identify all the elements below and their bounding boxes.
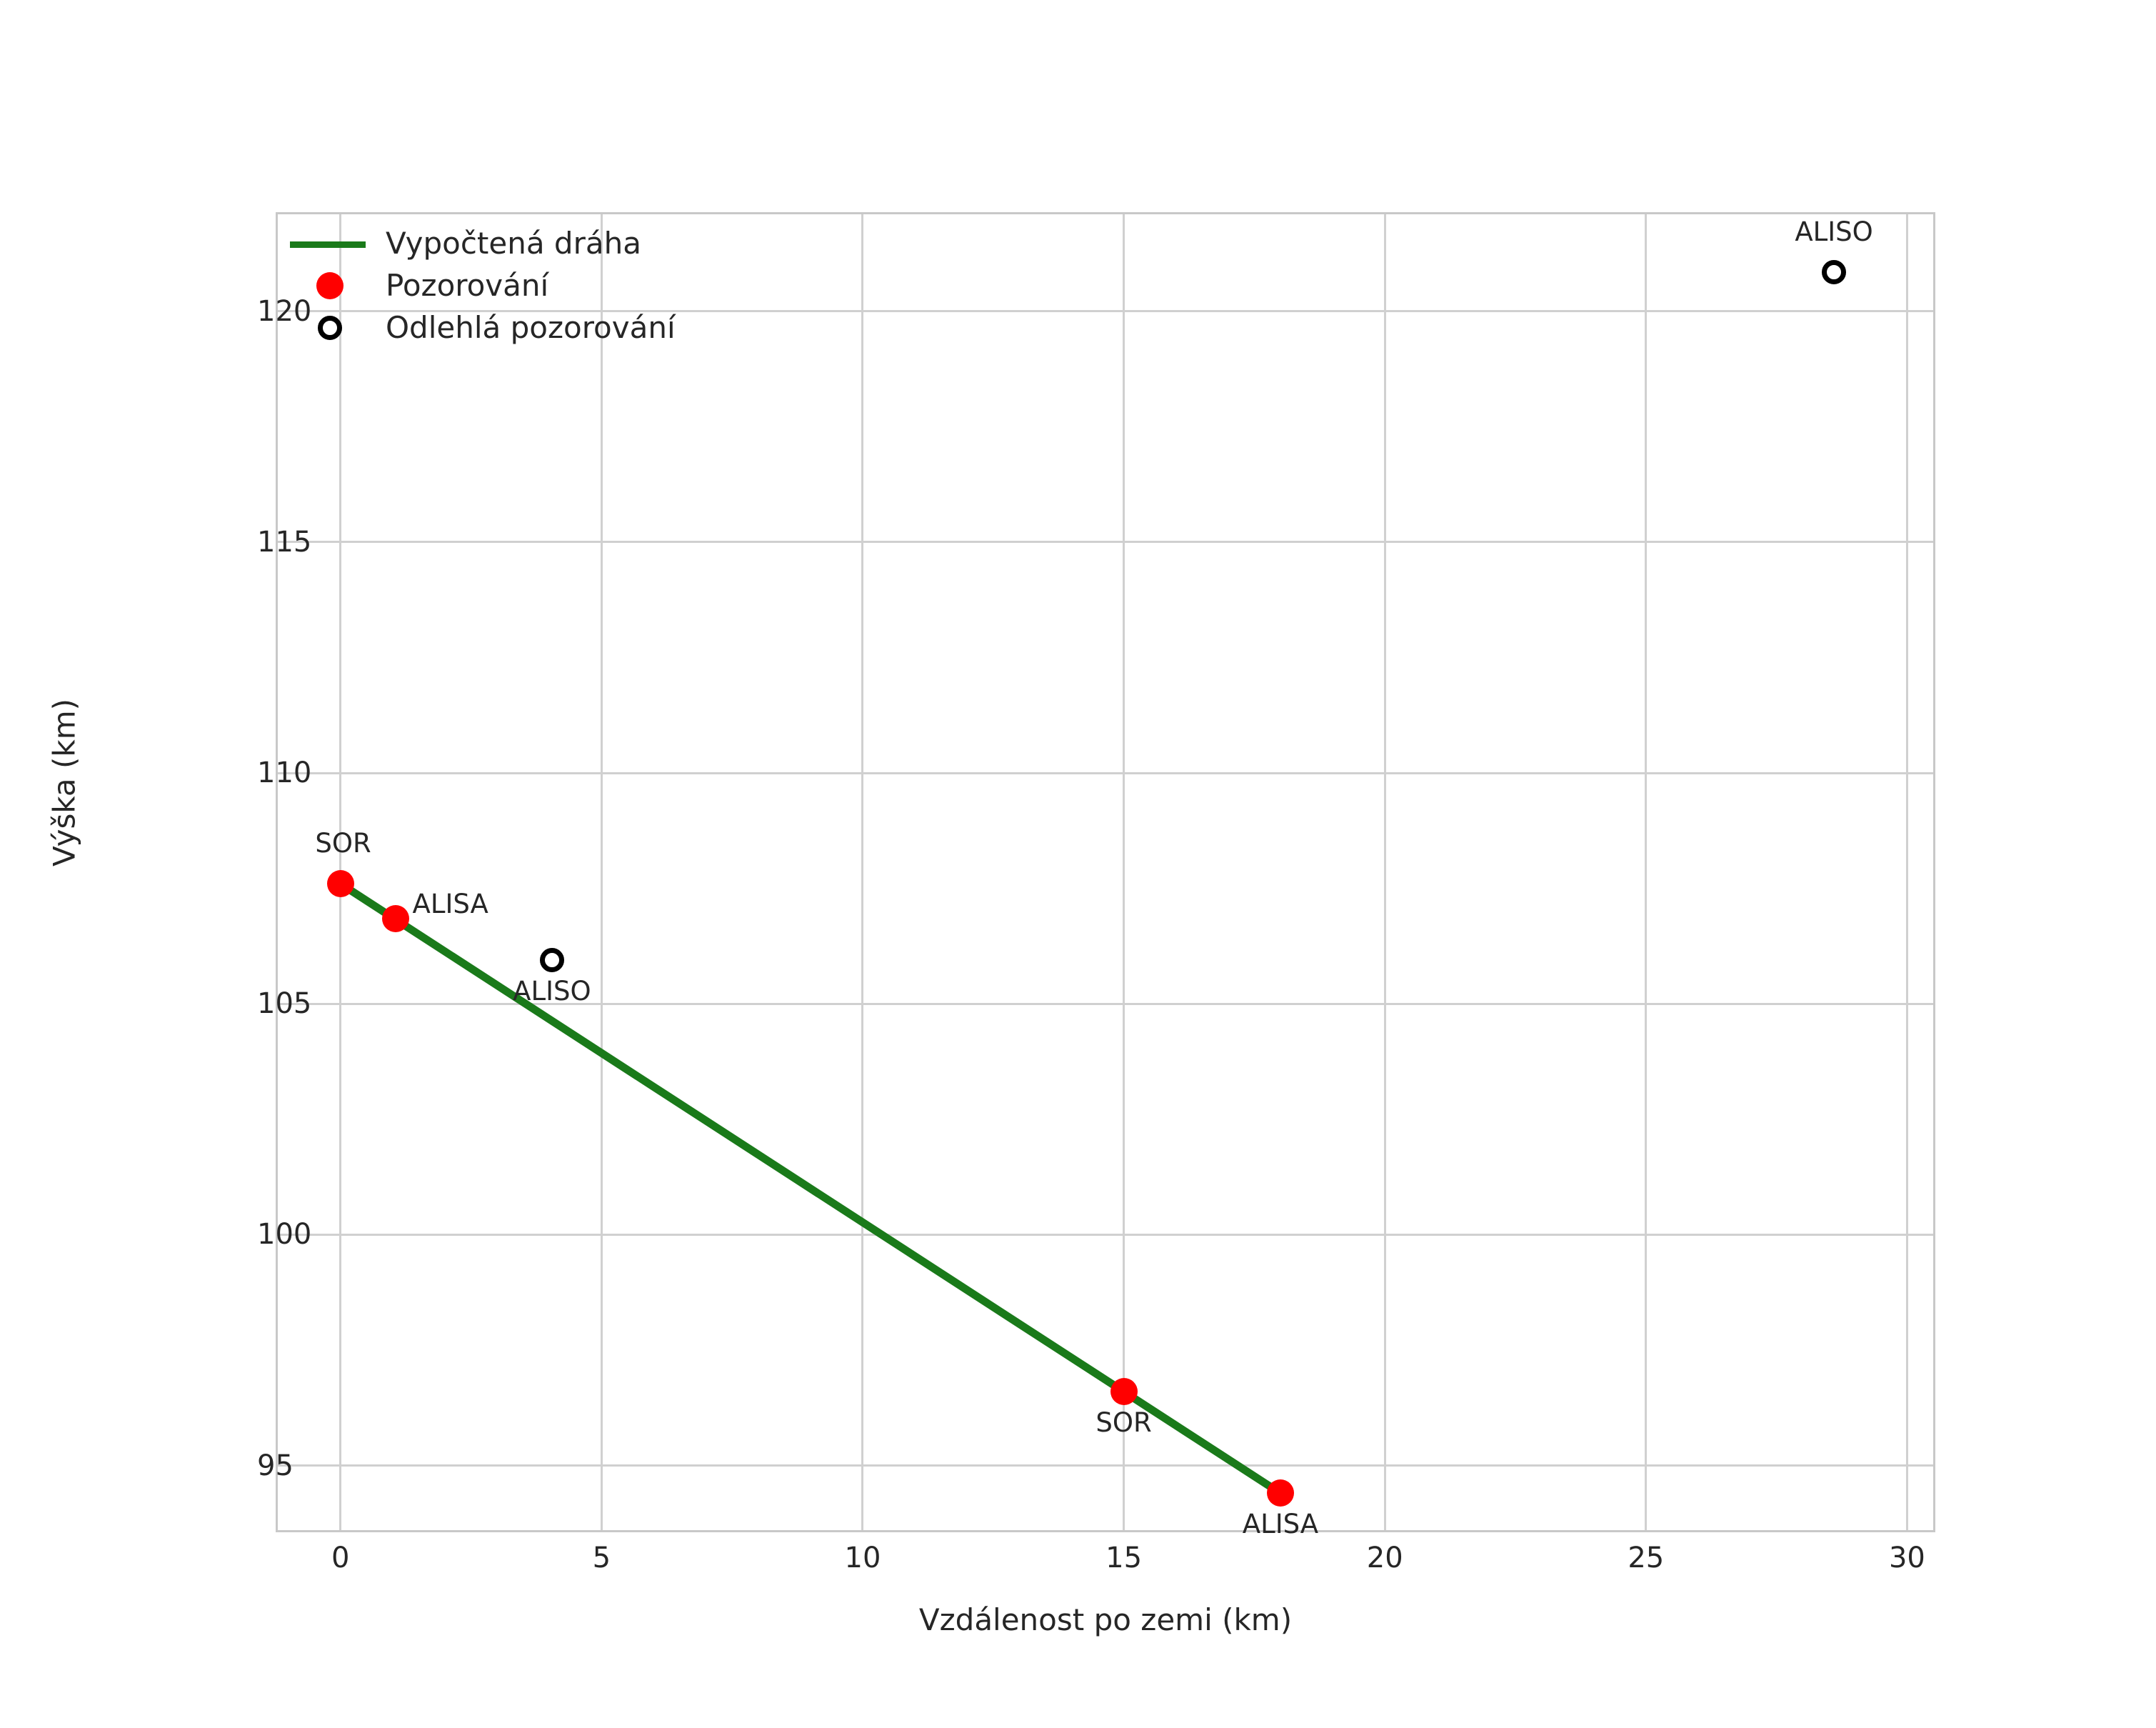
- point-label-0: SOR: [315, 828, 371, 859]
- legend-item-computed-track: Vypočtená dráha: [284, 223, 741, 265]
- outlier-marker-5: [539, 947, 564, 972]
- open-circle-swatch-icon: [284, 307, 370, 349]
- gridline-y-5: [278, 310, 1933, 313]
- x-axis-title: Vzdálenost po zemi (km): [918, 1602, 1293, 1637]
- gridline-y-4: [278, 541, 1933, 544]
- computed-track-line: [338, 880, 1283, 1497]
- point-label-5: ALISO: [513, 975, 591, 1007]
- filled-circle-swatch-icon: [284, 265, 370, 307]
- gridline-y-2: [278, 1002, 1933, 1005]
- plot-area: SOR ALISA SOR ALISA ALISO ALISO: [276, 212, 1935, 1539]
- chart-legend: Vypočtená dráha Pozorování Odlehlá pozor…: [284, 223, 741, 349]
- gridline-x-1: [600, 214, 603, 1530]
- legend-label-computed-track: Vypočtená dráha: [386, 226, 641, 261]
- y-axis-title: Výška (km): [46, 698, 82, 867]
- observation-marker-1: [381, 904, 409, 932]
- point-label-1: ALISA: [412, 888, 488, 919]
- gridline-x-3: [1123, 214, 1125, 1530]
- gridline-x-2: [861, 214, 864, 1530]
- point-label-3: ALISA: [1242, 1509, 1319, 1540]
- observation-marker-0: [326, 870, 354, 898]
- point-label-4: ALISO: [1795, 216, 1873, 247]
- outlier-marker-4: [1822, 259, 1847, 284]
- x-tick-label-1: 5: [592, 1542, 611, 1574]
- x-tick-label-3: 15: [1105, 1542, 1143, 1574]
- gridline-y-1: [278, 1233, 1933, 1236]
- gridline-y-3: [278, 771, 1933, 774]
- gridline-x-4: [1383, 214, 1386, 1530]
- observation-marker-2: [1110, 1378, 1138, 1406]
- legend-label-observation: Pozorování: [386, 268, 549, 303]
- x-tick-label-2: 10: [844, 1542, 881, 1574]
- observation-marker-3: [1266, 1479, 1294, 1507]
- legend-label-outlier: Odlehlá pozorování: [386, 310, 676, 345]
- legend-item-observation: Pozorování: [284, 265, 741, 307]
- x-tick-label-0: 0: [331, 1542, 350, 1574]
- legend-item-outlier: Odlehlá pozorování: [284, 307, 741, 349]
- gridline-x-6: [1905, 214, 1908, 1530]
- line-series-0: [338, 880, 1283, 1497]
- line-swatch-icon: [284, 223, 370, 265]
- x-tick-label-4: 20: [1366, 1542, 1403, 1574]
- x-tick-label-6: 30: [1888, 1542, 1925, 1574]
- x-tick-label-5: 25: [1628, 1542, 1665, 1574]
- gridline-x-5: [1645, 214, 1648, 1530]
- gridline-y-0: [278, 1464, 1933, 1467]
- point-label-2: SOR: [1095, 1407, 1152, 1439]
